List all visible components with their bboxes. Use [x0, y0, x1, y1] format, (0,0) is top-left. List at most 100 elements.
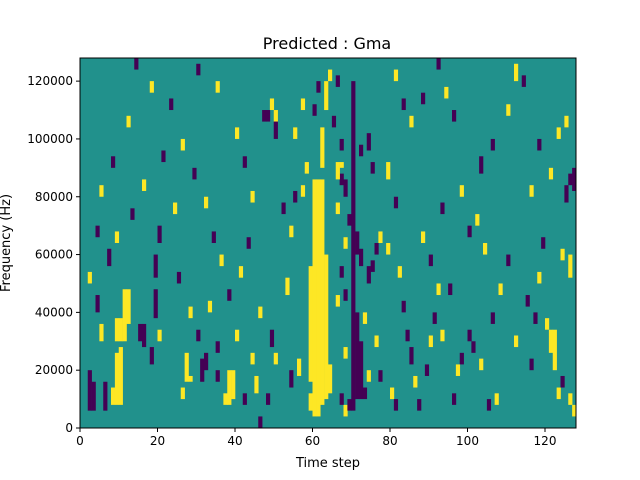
x-tick-label: 0	[76, 434, 84, 448]
heatmap-cell	[386, 243, 391, 255]
heatmap-cell	[153, 289, 158, 319]
x-axis-label: Time step	[295, 456, 360, 471]
heatmap-cell	[366, 266, 371, 284]
heatmap-cell	[200, 358, 205, 382]
heatmap-cell	[250, 190, 255, 203]
heatmap-cell	[242, 393, 247, 405]
heatmap-cell	[281, 202, 286, 215]
y-tick-label: 100000	[27, 132, 73, 146]
heatmap-cell	[401, 300, 406, 313]
heatmap-cell	[196, 329, 201, 342]
heatmap-cell	[370, 162, 375, 174]
heatmap-cell	[328, 364, 333, 394]
heatmap-cell	[157, 225, 162, 243]
heatmap-cell	[529, 358, 534, 371]
heatmap-cell	[514, 63, 519, 82]
heatmap-cell	[545, 318, 550, 330]
chart-title: Predicted : Gma	[263, 34, 391, 53]
heatmap-cell	[297, 358, 302, 376]
heatmap-cell	[421, 231, 426, 243]
heatmap-cell	[343, 289, 348, 301]
heatmap-cell	[452, 110, 457, 122]
heatmap-cell	[560, 375, 565, 388]
heatmap-cell	[359, 248, 364, 267]
heatmap-cell	[130, 208, 135, 220]
heatmap-cell	[339, 138, 344, 151]
heatmap-cell	[126, 289, 131, 324]
heatmap-cell	[401, 98, 406, 111]
heatmap-cell	[246, 237, 251, 249]
heatmap-cell	[235, 127, 240, 139]
heatmap-cell	[114, 318, 120, 342]
heatmap-cell	[169, 98, 174, 111]
heatmap-cell	[87, 271, 92, 284]
heatmap-cell	[126, 115, 131, 128]
heatmap-cell	[157, 329, 162, 342]
heatmap-cell	[215, 81, 220, 93]
heatmap-cell	[541, 237, 546, 249]
heatmap-cell	[370, 260, 375, 272]
y-tick-label: 0	[65, 421, 73, 435]
heatmap-cell	[479, 156, 484, 174]
heatmap-cell	[471, 341, 476, 353]
x-tick-label: 20	[150, 434, 165, 448]
heatmap-cell	[304, 162, 309, 174]
heatmap-cell	[308, 266, 313, 382]
heatmap-cell	[572, 167, 577, 191]
heatmap-cell	[428, 335, 433, 348]
heatmap-cell	[149, 347, 154, 365]
heatmap-cell	[238, 266, 244, 278]
heatmap-cell	[339, 266, 344, 278]
y-tick-label: 80000	[35, 190, 73, 204]
y-tick-label: 60000	[35, 248, 73, 262]
heatmap-cell	[440, 329, 445, 342]
heatmap-cell	[486, 399, 492, 411]
heatmap-cell	[490, 138, 495, 151]
heatmap-cell	[339, 173, 344, 186]
y-tick-label: 120000	[27, 74, 73, 88]
heatmap-cell	[289, 225, 294, 238]
heatmap-cell	[215, 370, 220, 382]
heatmap-cell	[293, 127, 298, 139]
heatmap-cell	[436, 58, 441, 70]
heatmap-cell	[397, 266, 402, 278]
heatmap-cell	[173, 202, 178, 215]
heatmap-cell	[95, 295, 100, 313]
heatmap-cell	[393, 196, 399, 209]
heatmap-cell	[343, 404, 348, 417]
heatmap-cell	[266, 393, 271, 405]
heatmap-cell	[386, 162, 391, 180]
heatmap-cell	[254, 375, 259, 394]
y-axis: 0 20000 40000 60000 80000 100000 120000	[27, 74, 80, 435]
heatmap-cell	[459, 352, 464, 365]
heatmap-cell	[289, 370, 294, 388]
heatmap-cell	[483, 243, 488, 255]
heatmap-cell	[343, 237, 348, 249]
heatmap-cell	[122, 289, 127, 342]
heatmap-cell	[537, 138, 542, 151]
heatmap-cell	[204, 196, 209, 209]
heatmap-cell	[572, 404, 577, 417]
heatmap-cell	[204, 352, 209, 371]
heatmap-cell	[343, 347, 348, 359]
heatmap-cell	[285, 277, 290, 296]
heatmap-cell	[366, 133, 371, 151]
heatmap-cell	[413, 375, 418, 388]
heatmap-cell	[215, 341, 220, 353]
heatmap-cell	[312, 179, 317, 417]
heatmap-cell	[366, 370, 371, 382]
heatmap-cell	[374, 335, 379, 348]
heatmap-cell	[374, 243, 379, 255]
heatmap-cell	[568, 254, 573, 278]
heatmap-cell	[320, 179, 325, 405]
heatmap-cell	[556, 387, 561, 400]
heatmap-cell	[188, 375, 193, 382]
heatmap-cell	[347, 214, 352, 226]
heatmap-cell	[568, 173, 573, 186]
heatmap-cell	[548, 167, 554, 180]
heatmap-cell	[231, 370, 236, 400]
heatmap-cell	[219, 254, 224, 267]
heatmap-cell	[494, 393, 499, 405]
heatmap-cell	[235, 329, 240, 342]
heatmap-cell	[405, 329, 410, 342]
